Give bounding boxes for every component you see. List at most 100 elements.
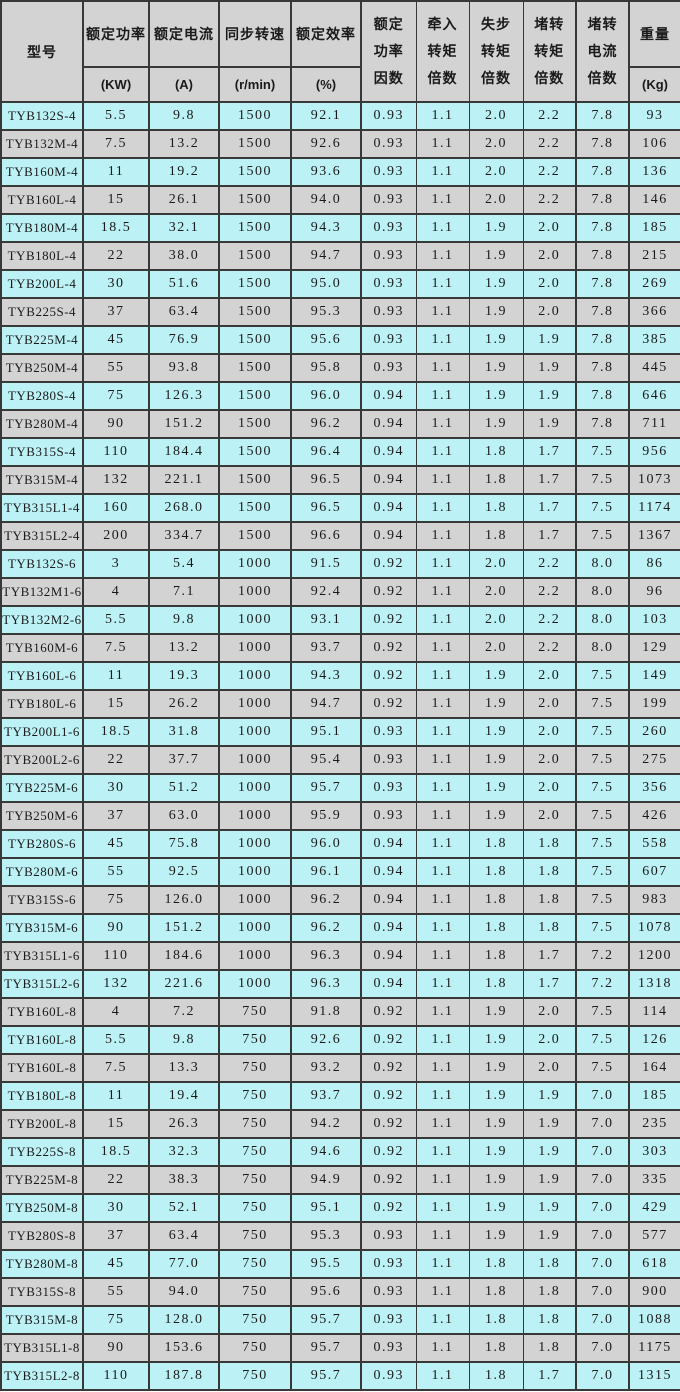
value-cell: 37.7 xyxy=(148,745,220,775)
value-cell: 1.1 xyxy=(415,1109,470,1139)
col-header-power-factor: 额定 功率 因数 xyxy=(360,0,417,103)
value-cell: 0.93 xyxy=(360,801,417,831)
value-cell: 94.9 xyxy=(290,1165,362,1195)
value-cell: 52.1 xyxy=(148,1193,220,1223)
value-cell: 0.94 xyxy=(360,969,417,999)
value-cell: 1000 xyxy=(218,633,292,663)
value-cell: 7.5 xyxy=(575,465,630,495)
value-cell: 1.8 xyxy=(522,1305,577,1335)
model-cell: TYB315L1-6 xyxy=(0,941,84,971)
value-cell: 0.92 xyxy=(360,997,417,1027)
value-cell: 13.3 xyxy=(148,1053,220,1083)
col-header-weight: 重量 xyxy=(628,0,680,68)
value-cell: 95.1 xyxy=(290,1193,362,1223)
value-cell: 2.0 xyxy=(522,1053,577,1083)
value-cell: 1.8 xyxy=(468,1305,524,1335)
value-cell: 2.0 xyxy=(468,549,524,579)
value-cell: 1.1 xyxy=(415,773,470,803)
value-cell: 7.5 xyxy=(575,885,630,915)
value-cell: 8.0 xyxy=(575,577,630,607)
value-cell: 1.9 xyxy=(468,1221,524,1251)
value-cell: 356 xyxy=(628,773,680,803)
value-cell: 4 xyxy=(82,577,150,607)
value-cell: 38.3 xyxy=(148,1165,220,1195)
value-cell: 618 xyxy=(628,1249,680,1279)
value-cell: 0.92 xyxy=(360,577,417,607)
value-cell: 8.0 xyxy=(575,605,630,635)
value-cell: 96.0 xyxy=(290,381,362,411)
value-cell: 1.1 xyxy=(415,325,470,355)
value-cell: 0.92 xyxy=(360,1137,417,1167)
value-cell: 45 xyxy=(82,1249,150,1279)
value-cell: 2.0 xyxy=(468,605,524,635)
value-cell: 8.0 xyxy=(575,633,630,663)
model-cell: TYB315L2-4 xyxy=(0,521,84,551)
model-cell: TYB160M-6 xyxy=(0,633,84,663)
header-row-labels: 型号 额定功率 额定电流 同步转速 额定效率 额定 功率 因数 牵入 转矩 倍数… xyxy=(0,0,680,103)
value-cell: 94.7 xyxy=(290,689,362,719)
value-cell: 750 xyxy=(218,1361,292,1391)
value-cell: 385 xyxy=(628,325,680,355)
value-cell: 1.8 xyxy=(468,437,524,467)
model-cell: TYB315S-8 xyxy=(0,1277,84,1307)
value-cell: 426 xyxy=(628,801,680,831)
value-cell: 151.2 xyxy=(148,409,220,439)
value-cell: 94.0 xyxy=(148,1277,220,1307)
value-cell: 1000 xyxy=(218,549,292,579)
value-cell: 1.1 xyxy=(415,493,470,523)
value-cell: 200 xyxy=(82,521,150,551)
value-cell: 1.9 xyxy=(468,381,524,411)
value-cell: 93 xyxy=(628,101,680,131)
value-cell: 1078 xyxy=(628,913,680,943)
value-cell: 1.9 xyxy=(522,325,577,355)
table-row: TYB132M2-6 5.5 9.8 1000 93.1 0.92 1.1 2.0 2.2 8.0… xyxy=(0,605,680,635)
value-cell: 1.8 xyxy=(522,885,577,915)
value-cell: 366 xyxy=(628,297,680,327)
value-cell: 1.1 xyxy=(415,129,470,159)
value-cell: 7.5 xyxy=(575,493,630,523)
table-row: TYB280M-4 90 151.2 1500 96.2 0.94 1.1 1.9 1.9 7.8… xyxy=(0,409,680,439)
value-cell: 1.8 xyxy=(522,857,577,887)
value-cell: 0.93 xyxy=(360,717,417,747)
model-cell: TYB160L-4 xyxy=(0,185,84,215)
value-cell: 1.1 xyxy=(415,1221,470,1251)
value-cell: 22 xyxy=(82,1165,150,1195)
value-cell: 7.8 xyxy=(575,185,630,215)
value-cell: 7.0 xyxy=(575,1081,630,1111)
value-cell: 95.7 xyxy=(290,1333,362,1363)
value-cell: 7.8 xyxy=(575,297,630,327)
value-cell: 260 xyxy=(628,717,680,747)
model-cell: TYB180L-6 xyxy=(0,689,84,719)
value-cell: 1.9 xyxy=(468,997,524,1027)
table-row: TYB225M-6 30 51.2 1000 95.7 0.93 1.1 1.9 2.0 7.5 3… xyxy=(0,773,680,803)
model-cell: TYB315L2-6 xyxy=(0,969,84,999)
value-cell: 1.9 xyxy=(468,689,524,719)
value-cell: 7.5 xyxy=(575,997,630,1027)
value-cell: 0.93 xyxy=(360,1249,417,1279)
value-cell: 0.93 xyxy=(360,185,417,215)
value-cell: 0.93 xyxy=(360,101,417,131)
value-cell: 1500 xyxy=(218,493,292,523)
value-cell: 96.3 xyxy=(290,969,362,999)
model-cell: TYB280M-8 xyxy=(0,1249,84,1279)
model-cell: TYB315S-6 xyxy=(0,885,84,915)
value-cell: 37 xyxy=(82,297,150,327)
value-cell: 0.93 xyxy=(360,297,417,327)
value-cell: 1.1 xyxy=(415,745,470,775)
value-cell: 750 xyxy=(218,1193,292,1223)
value-cell: 1.8 xyxy=(468,941,524,971)
value-cell: 2.0 xyxy=(522,661,577,691)
table-row: TYB200L1-6 18.5 31.8 1000 95.1 0.93 1.1 1.9 2.0 7… xyxy=(0,717,680,747)
value-cell: 1000 xyxy=(218,913,292,943)
value-cell: 55 xyxy=(82,857,150,887)
value-cell: 750 xyxy=(218,1249,292,1279)
value-cell: 0.93 xyxy=(360,353,417,383)
value-cell: 2.0 xyxy=(522,689,577,719)
value-cell: 1.1 xyxy=(415,465,470,495)
value-cell: 95.6 xyxy=(290,325,362,355)
value-cell: 0.94 xyxy=(360,409,417,439)
value-cell: 7.8 xyxy=(575,213,630,243)
value-cell: 11 xyxy=(82,661,150,691)
value-cell: 11 xyxy=(82,1081,150,1111)
value-cell: 22 xyxy=(82,745,150,775)
